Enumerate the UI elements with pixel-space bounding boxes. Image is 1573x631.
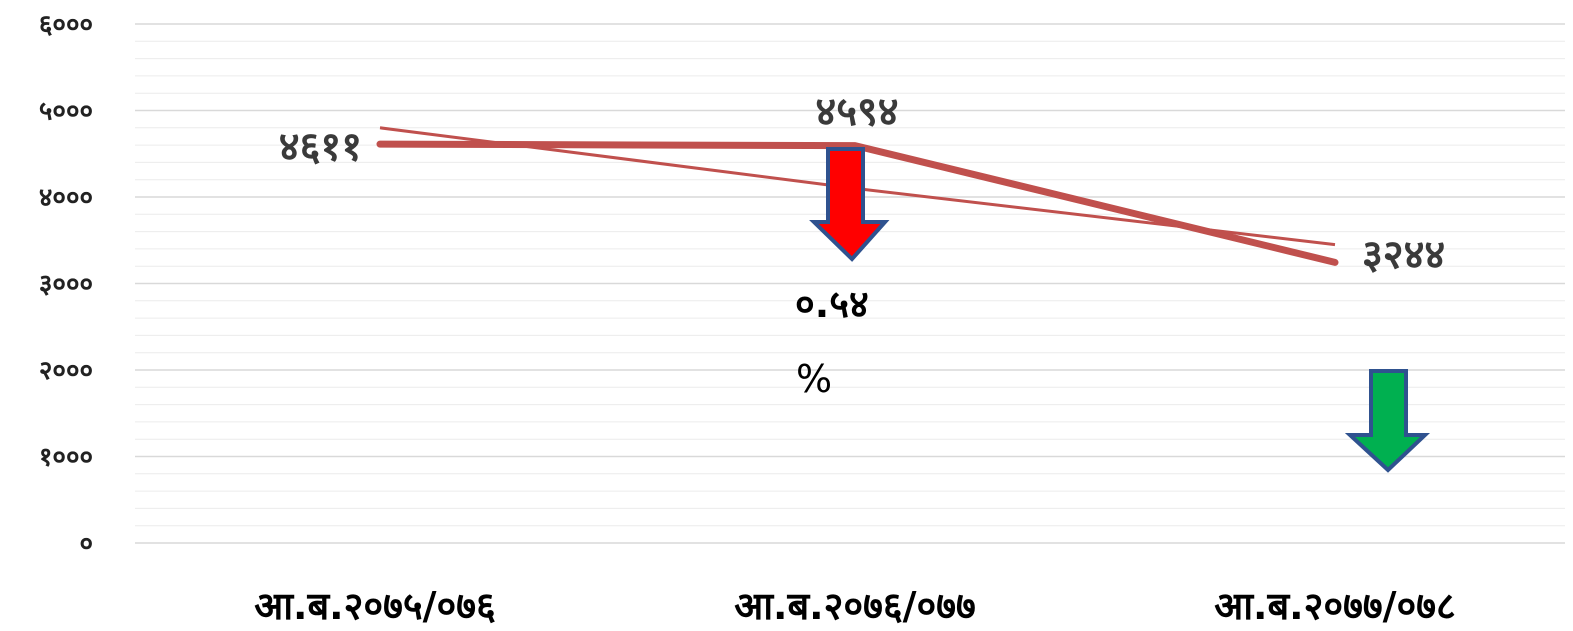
data-label: ३२४४ [1362, 232, 1445, 278]
change-percent-unit: % [796, 357, 832, 401]
y-tick-label: ३००० [39, 270, 93, 300]
down-arrow-green-icon [1344, 369, 1431, 473]
major-gridlines [135, 23, 1565, 544]
data-labels: ४६११ ४५९४ ३२४४ [279, 89, 1445, 278]
series-path [376, 140, 1339, 266]
x-tick-label: आ.ब.२०७७/०७८ [1214, 584, 1456, 628]
y-axis-tick-labels: ० १००० २००० ३००० ४००० ५००० ६००० [39, 10, 93, 559]
y-tick-label: ४००० [39, 183, 93, 213]
series-line [376, 140, 1339, 266]
data-label: ४५९४ [815, 89, 898, 135]
y-tick-label: ५००० [39, 97, 93, 127]
change-percent-value: ०.५४ [795, 282, 869, 326]
x-axis-tick-labels: आ.ब.२०७५/०७६ आ.ब.२०७६/०७७ आ.ब.२०७७/०७८ [254, 584, 1456, 628]
y-tick-label: १००० [39, 443, 93, 473]
y-tick-label: ६००० [39, 10, 93, 40]
data-label: ४६११ [279, 124, 362, 170]
down-arrow-red-icon [809, 147, 890, 262]
x-tick-label: आ.ब.२०७६/०७७ [734, 584, 976, 628]
x-tick-label: आ.ब.२०७५/०७६ [254, 584, 496, 628]
y-tick-label: २००० [39, 356, 93, 386]
y-tick-label: ० [79, 529, 93, 559]
